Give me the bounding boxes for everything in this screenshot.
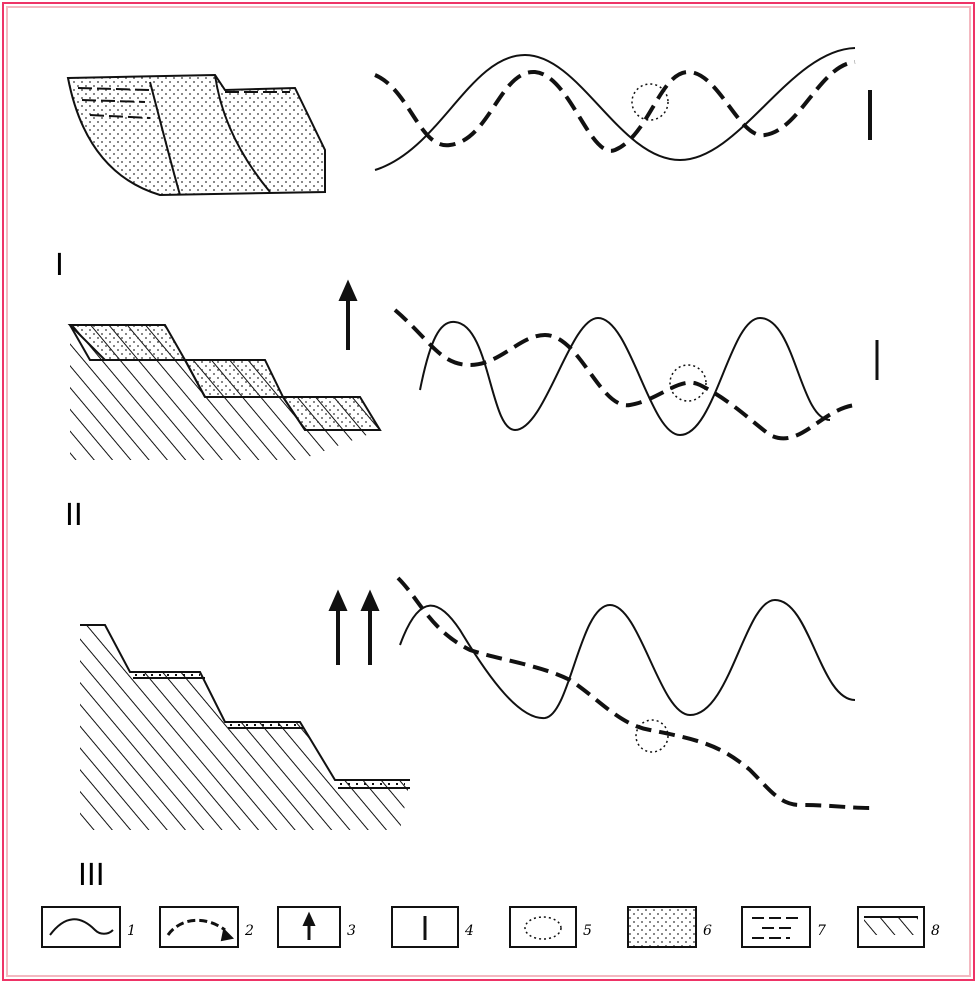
legend-number: 8	[931, 923, 940, 939]
legend-number: 5	[583, 923, 592, 939]
legend-number: 4	[464, 923, 474, 939]
legend-number: 1	[127, 923, 136, 939]
legend-number: 7	[817, 923, 826, 939]
legend-number: 2	[244, 923, 254, 939]
section-label: II	[65, 498, 83, 533]
legend-number: 6	[703, 923, 712, 939]
section-label: I	[55, 248, 64, 283]
section-label: III	[78, 858, 105, 893]
figure: I II III 1 2 3 4 5 6 7 8	[0, 0, 979, 985]
page: I II III 1 2 3 4 5 6 7 8 (() => { const …	[0, 0, 979, 985]
legend-number: 3	[347, 923, 356, 939]
